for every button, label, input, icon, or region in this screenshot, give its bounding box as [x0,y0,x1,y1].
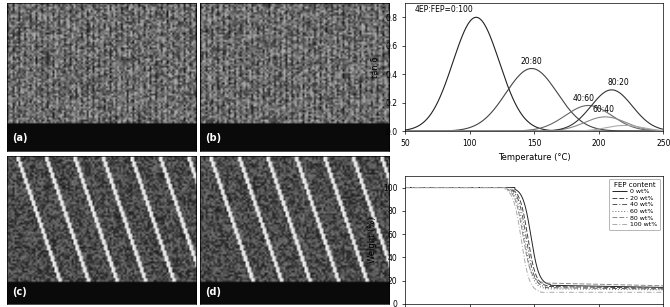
0 wt% [401,186,409,189]
20 wt% [527,252,535,256]
60 wt% [652,288,660,292]
80 wt% [401,186,409,189]
40 wt% [652,287,660,291]
Text: 20:80: 20:80 [521,57,543,66]
100 wt% [652,290,660,294]
40 wt% [659,287,667,291]
20 wt% [401,186,409,189]
100 wt% [401,186,409,189]
Text: (b): (b) [206,133,222,143]
60 wt% [527,269,535,273]
60 wt% [401,186,409,189]
80 wt% [659,284,667,288]
Text: 40:60: 40:60 [572,94,594,103]
40 wt% [401,186,409,189]
20 wt% [652,286,660,290]
60 wt% [414,186,422,189]
0 wt% [652,286,660,289]
Line: 40 wt%: 40 wt% [405,188,663,289]
0 wt% [604,285,612,288]
Text: 80:20: 80:20 [607,78,629,87]
Y-axis label: Weight (%): Weight (%) [369,217,377,263]
80 wt% [652,284,660,287]
0 wt% [520,200,528,204]
60 wt% [520,232,528,235]
80 wt% [520,239,528,243]
20 wt% [414,186,422,189]
100 wt% [652,290,660,294]
Line: 0 wt%: 0 wt% [405,188,663,287]
Text: 60:40: 60:40 [593,105,615,114]
Line: 60 wt%: 60 wt% [405,188,663,290]
Y-axis label: tan δ: tan δ [371,56,380,78]
60 wt% [604,288,612,291]
Line: 20 wt%: 20 wt% [405,188,663,288]
40 wt% [527,261,535,265]
Text: (d): (d) [206,286,222,297]
60 wt% [659,288,667,292]
100 wt% [659,290,667,294]
20 wt% [659,286,667,290]
40 wt% [414,186,422,189]
80 wt% [527,269,535,273]
80 wt% [414,186,422,189]
Line: 100 wt%: 100 wt% [405,188,663,292]
Text: (a): (a) [12,133,28,143]
0 wt% [527,233,535,236]
Line: 80 wt%: 80 wt% [405,188,663,286]
Text: (c): (c) [12,286,27,297]
80 wt% [652,284,660,287]
40 wt% [604,286,612,290]
20 wt% [604,286,612,289]
80 wt% [604,283,612,286]
100 wt% [604,290,612,294]
100 wt% [527,281,535,285]
100 wt% [537,290,545,294]
X-axis label: Temperature (°C): Temperature (°C) [498,153,571,162]
Text: 4EP:FEP=0:100: 4EP:FEP=0:100 [415,6,473,14]
0 wt% [652,286,660,289]
0 wt% [414,186,422,189]
60 wt% [652,288,660,292]
40 wt% [652,287,660,291]
40 wt% [520,222,528,225]
20 wt% [652,286,660,290]
0 wt% [659,286,667,289]
100 wt% [520,254,528,258]
100 wt% [414,186,422,189]
20 wt% [520,213,528,216]
Legend: 0 wt%, 20 wt%, 40 wt%, 60 wt%, 80 wt%, 100 wt%: 0 wt%, 20 wt%, 40 wt%, 60 wt%, 80 wt%, 1… [609,179,660,230]
